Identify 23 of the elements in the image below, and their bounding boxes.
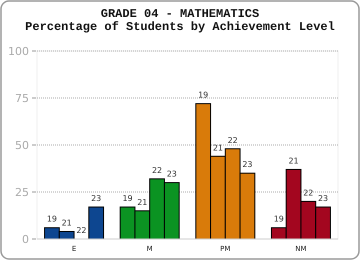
text: 21 [212, 143, 224, 152]
text: 23 [318, 194, 328, 204]
text: 19 [122, 194, 133, 204]
series-label: 21 [62, 218, 72, 228]
y-tick-label: 0 [22, 233, 29, 246]
series-label: 22 [152, 166, 162, 175]
text: 22 [76, 226, 87, 235]
y-tick-label: 100 [8, 45, 29, 58]
text: 22 [228, 136, 238, 145]
chart-subtitle: Percentage of Students by Achievement Level [25, 20, 335, 34]
text: 19 [198, 90, 208, 100]
y-tick-label: 25 [15, 186, 29, 199]
text: 21 [137, 198, 148, 207]
chart-title: GRADE 04 - MATHEMATICS [100, 7, 260, 21]
text: 23 [166, 170, 177, 179]
text: 23 [242, 160, 253, 170]
y-tick-label: 75 [15, 92, 29, 105]
y-tick-label: 50 [15, 139, 29, 152]
text: 21 [288, 156, 299, 166]
series-label: 23 [91, 194, 102, 204]
text: 19 [274, 214, 284, 224]
series-label: 19 [46, 214, 58, 224]
text: 22 [303, 188, 314, 198]
